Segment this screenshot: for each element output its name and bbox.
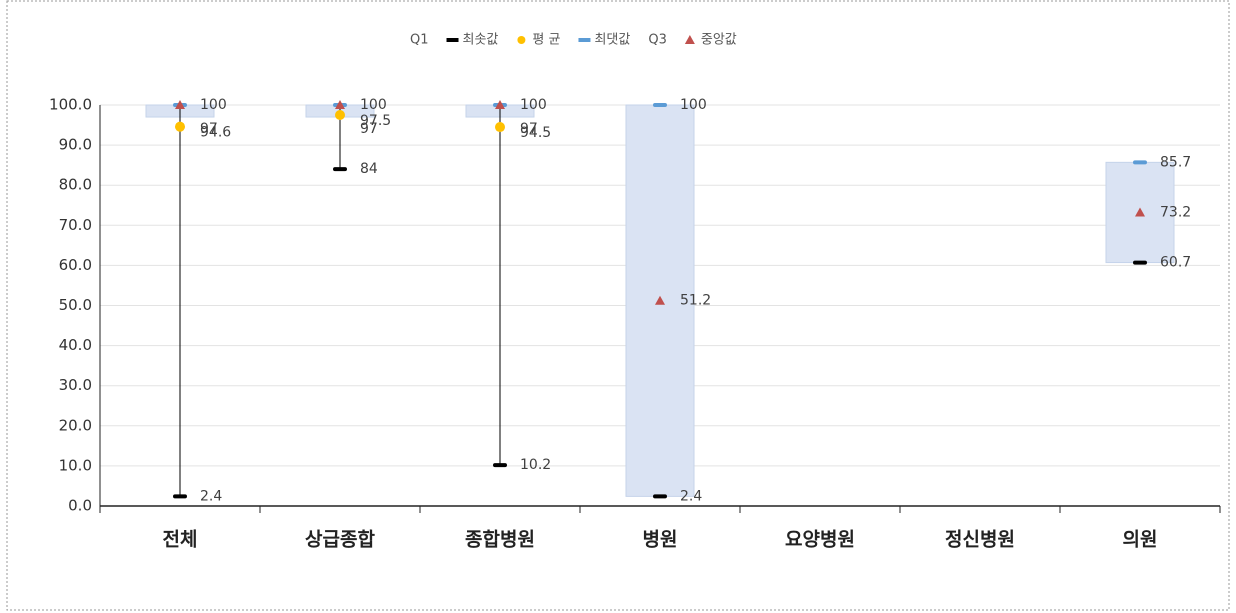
x-tick-label: 전체: [163, 529, 198, 551]
data-label: 60.7: [1160, 255, 1191, 271]
data-label: 100: [360, 97, 387, 113]
y-tick-label: 80.0: [59, 176, 92, 194]
data-label: 97: [200, 121, 218, 137]
data-label: 10.2: [520, 457, 551, 473]
y-tick-label: 70.0: [59, 216, 92, 234]
min-marker: [653, 494, 667, 499]
legend-label: Q3: [648, 33, 667, 48]
y-tick-label: 20.0: [59, 416, 92, 434]
x-tick-label: 병원: [643, 529, 678, 551]
min-marker: [333, 167, 347, 172]
y-tick-label: 50.0: [59, 296, 92, 314]
data-label: 100: [680, 97, 707, 113]
x-tick-label: 상급종합: [305, 529, 375, 551]
data-label: 100: [520, 97, 547, 113]
legend-label: 중앙값: [701, 33, 737, 48]
legend-label: 평 균: [532, 33, 560, 48]
data-label: 97: [520, 121, 538, 137]
y-tick-label: 30.0: [59, 376, 92, 394]
y-tick-label: 90.0: [59, 136, 92, 154]
x-tick-label: 요양병원: [785, 529, 855, 551]
data-label: 97.5: [360, 113, 391, 129]
min-marker: [1133, 260, 1147, 265]
data-label: 2.4: [200, 488, 222, 504]
data-label: 97: [360, 121, 378, 137]
data-label: 2.4: [680, 488, 702, 504]
y-tick-label: 40.0: [59, 336, 92, 354]
data-label: 94.6: [200, 125, 231, 141]
x-tick-label: 의원: [1123, 529, 1158, 551]
mean-marker: [335, 110, 345, 121]
y-tick-label: 0.0: [68, 497, 92, 515]
x-tick-label: 종합병원: [465, 529, 535, 551]
data-label: 73.2: [1160, 204, 1191, 220]
median-marker: [1135, 207, 1145, 217]
frame: [6, 0, 1230, 611]
legend-swatch: [517, 36, 526, 44]
mean-marker: [175, 121, 185, 132]
y-tick-label: 10.0: [59, 456, 92, 474]
data-label: 100: [200, 97, 227, 113]
legend-swatch: [578, 38, 591, 42]
legend-swatch: [684, 35, 695, 44]
data-label: 51.2: [680, 293, 711, 309]
legend-label: Q1: [410, 33, 429, 48]
mean-marker: [495, 122, 505, 133]
median-marker: [655, 295, 665, 305]
data-label: 85.7: [1160, 154, 1191, 170]
median-marker: [335, 100, 345, 109]
y-tick-label: 60.0: [59, 256, 92, 274]
min-marker: [493, 463, 507, 468]
x-tick-label: 정신병원: [945, 529, 1015, 551]
legend-label: 최솟값: [463, 33, 499, 48]
max-marker: [1133, 160, 1147, 165]
y-tick-label: 100.0: [49, 96, 92, 114]
data-label: 84: [360, 161, 378, 177]
median-marker: [495, 100, 505, 109]
data-label: 94.5: [520, 125, 551, 141]
legend-label: 최댓값: [594, 33, 630, 48]
legend-swatch: [446, 38, 459, 42]
min-marker: [173, 494, 187, 499]
median-marker: [175, 100, 185, 109]
max-marker: [653, 103, 667, 107]
